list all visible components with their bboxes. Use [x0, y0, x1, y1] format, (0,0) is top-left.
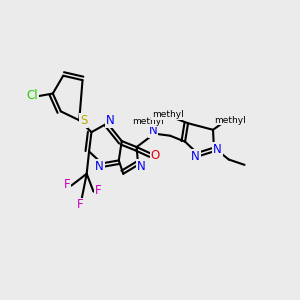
Text: N: N	[106, 114, 114, 127]
Text: methyl: methyl	[214, 116, 246, 125]
Text: methyl: methyl	[132, 117, 164, 126]
Text: F: F	[77, 199, 84, 212]
Text: N: N	[95, 160, 104, 173]
Text: N: N	[213, 142, 222, 156]
Text: F: F	[95, 184, 101, 197]
Text: O: O	[150, 149, 160, 162]
Text: N: N	[148, 124, 157, 137]
Text: S: S	[80, 114, 87, 127]
Text: N: N	[137, 160, 146, 173]
Text: methyl: methyl	[152, 110, 184, 119]
Text: N: N	[191, 150, 200, 163]
Text: F: F	[64, 178, 70, 191]
Text: Cl: Cl	[26, 89, 38, 102]
